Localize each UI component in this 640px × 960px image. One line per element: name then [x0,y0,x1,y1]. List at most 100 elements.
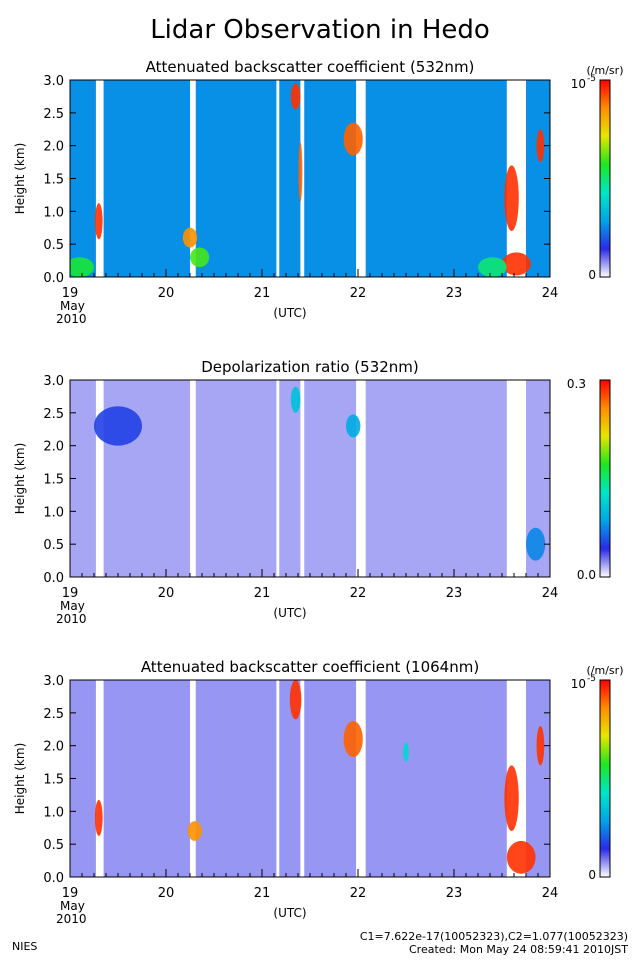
x-tick-label: 23 [446,286,463,301]
data-gap-3 [276,80,280,277]
heatmap-feature-4 [526,527,546,561]
data-gap-2 [190,80,196,277]
y-tick-label: 1.0 [43,505,64,520]
data-gap-4 [300,80,305,277]
y-tick-label: 0.0 [43,871,64,886]
y-tick-label: 2.0 [43,740,64,755]
y-tick-label: 2.0 [43,140,64,155]
x-tick-note-year: 2010 [56,612,87,626]
y-tick-label: 1.0 [43,805,64,820]
x-tick-label: 22 [350,286,367,301]
x-tick-note-year: 2010 [56,312,87,326]
heatmap-marks [70,80,545,277]
x-tick-label: 20 [158,286,175,301]
heatmap-feature-7 [343,122,363,156]
y-tick-label: 3.0 [43,74,64,89]
colorbar-max-label: 10 [571,677,586,691]
data-gap-1 [95,380,104,577]
y-tick-label: 3.0 [43,674,64,689]
data-gap-6 [506,380,526,577]
heatmap-feature-3 [346,414,361,438]
x-tick-label: 21 [254,886,271,901]
y-axis-label: Height (km) [13,443,27,514]
x-axis-label: (UTC) [273,906,306,920]
heatmap-feature-9 [502,252,531,276]
x-tick-label: 22 [350,586,367,601]
y-tick-label: 1.0 [43,205,64,220]
heatmap-feature-5 [504,765,519,832]
colorbar [599,379,611,578]
y-tick-label: 0.0 [43,271,64,286]
data-gap-3 [276,380,280,577]
heatmap-feature-11 [536,129,545,163]
x-tick-label: 21 [254,286,271,301]
y-tick-label: 0.5 [43,238,64,253]
y-tick-label: 2.5 [43,707,64,722]
y-tick-label: 1.5 [43,773,64,788]
footer-created: Created: Mon May 24 08:59:41 2010JST [409,943,628,956]
y-tick-label: 1.5 [43,173,64,188]
x-tick-note-month: May [60,299,85,313]
colorbar-max-exponent: -5 [587,74,596,84]
y-tick-label: 0.0 [43,571,64,586]
heatmap-marks [94,380,546,577]
heatmap-feature-5 [290,83,301,110]
plot-area [70,380,550,577]
y-tick-label: 2.5 [43,107,64,122]
heatmap-feature-3 [343,721,363,758]
colorbar-min-label: 0 [588,268,596,282]
colorbar-max-label: 0.3 [567,377,586,391]
colorbar [599,79,611,278]
x-tick-label: 23 [446,586,463,601]
data-gap-2 [190,380,196,577]
plot-area [70,80,550,277]
heatmap-feature-6 [536,725,545,766]
x-tick-label: 20 [158,586,175,601]
panel-1: Attenuated backscatter coefficient (532n… [13,58,623,326]
colorbar-max-exponent: -5 [587,674,596,684]
y-tick-label: 0.5 [43,538,64,553]
heatmap-feature-8 [403,742,409,763]
y-tick-label: 2.0 [43,440,64,455]
colorbar-max-label: 10 [571,77,586,91]
heatmap-feature-1 [94,799,103,836]
data-gap-5 [356,680,366,877]
y-tick-label: 2.5 [43,407,64,422]
heatmap-feature-8 [504,165,519,232]
heatmap-feature-7 [187,821,202,841]
colorbar [599,679,611,878]
heatmap-feature-2 [289,680,302,720]
panel-3: Attenuated backscatter coefficient (1064… [13,658,623,926]
data-gap-5 [356,80,366,277]
data-gap-5 [356,380,366,577]
data-gap-1 [95,80,104,277]
colorbar-unit: (/m/sr) [587,664,624,677]
heatmap-feature-3 [182,227,198,248]
data-gap-2 [190,680,196,877]
figure-title: Lidar Observation in Hedo [150,15,490,45]
data-gap-1 [95,680,104,877]
plot-area [70,680,550,877]
y-tick-label: 3.0 [43,374,64,389]
x-tick-note-month: May [60,599,85,613]
y-axis-label: Height (km) [13,143,27,214]
x-tick-label: 19 [62,586,79,601]
x-tick-label: 19 [62,286,79,301]
colorbar-min-label: 0 [588,868,596,882]
data-gap-3 [276,680,280,877]
heatmap-feature-6 [298,142,303,202]
footer-constants: C1=7.622e-17(10052323),C2=1.077(10052323… [360,930,628,943]
heatmap-marks [94,680,545,877]
x-tick-label: 20 [158,886,175,901]
y-tick-label: 0.5 [43,838,64,853]
heatmap-feature-2 [70,257,94,277]
x-tick-note-year: 2010 [56,912,87,926]
y-tick-label: 1.5 [43,473,64,488]
heatmap-feature-2 [290,386,301,413]
y-axis-label: Height (km) [13,743,27,814]
heatmap-feature-4 [506,840,536,874]
panel-title: Depolarization ratio (532nm) [201,358,419,376]
x-tick-label: 19 [62,886,79,901]
panels: Attenuated backscatter coefficient (532n… [13,58,623,926]
